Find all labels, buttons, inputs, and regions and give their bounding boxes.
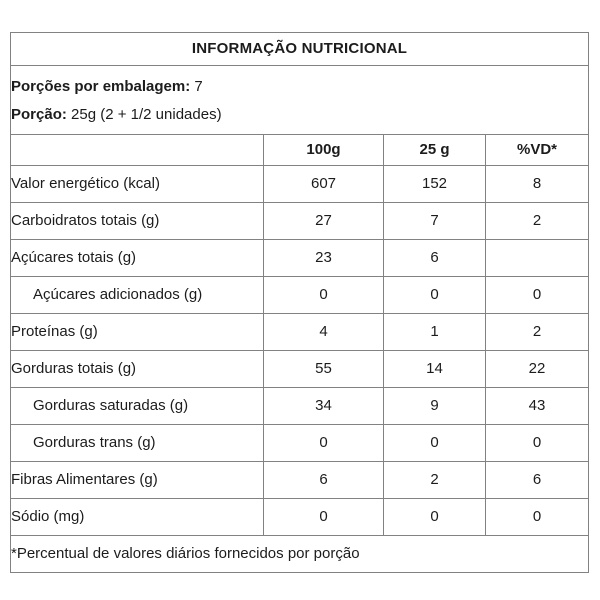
nutrient-value: 0 xyxy=(383,498,486,536)
nutrient-value: 2 xyxy=(484,202,590,240)
footnote: *Percentual de valores diários fornecido… xyxy=(9,535,590,573)
nutrient-value: 0 xyxy=(383,276,486,314)
nutrient-label: Carboidratos totais (g) xyxy=(10,202,264,240)
nutrient-value: 0 xyxy=(263,276,384,314)
portion-size-label: Porção: xyxy=(11,106,67,123)
table-row: Carboidratos totais (g) 27 7 2 xyxy=(10,202,590,240)
serving-info-cell: Porções por embalagem: 7 Porção: 25g (2 … xyxy=(9,65,590,135)
footnote-row: *Percentual de valores diários fornecido… xyxy=(9,535,590,573)
serving-info-row: Porções por embalagem: 7 Porção: 25g (2 … xyxy=(9,65,590,135)
nutrient-value: 2 xyxy=(484,313,590,351)
portion-size: Porção: 25g (2 + 1/2 unidades) xyxy=(11,106,588,124)
nutrient-value: 152 xyxy=(383,165,486,203)
table-title: INFORMAÇÃO NUTRICIONAL xyxy=(9,32,590,66)
column-header-25g: 25 g xyxy=(383,134,486,166)
table-row: Gorduras saturadas (g) 34 9 43 xyxy=(10,387,590,425)
nutrient-value: 1 xyxy=(383,313,486,351)
nutrient-value: 43 xyxy=(484,387,590,425)
nutrient-value: 0 xyxy=(263,498,384,536)
title-row: INFORMAÇÃO NUTRICIONAL xyxy=(9,32,590,66)
nutrient-label: Fibras Alimentares (g) xyxy=(10,461,264,499)
nutrient-value: 0 xyxy=(484,498,590,536)
nutrient-label: Valor energético (kcal) xyxy=(10,165,264,203)
servings-per-package: Porções por embalagem: 7 xyxy=(11,78,588,96)
nutrient-value: 2 xyxy=(383,461,486,499)
column-header-100g: 100g xyxy=(263,134,384,166)
nutrient-label: Sódio (mg) xyxy=(10,498,264,536)
nutrient-value: 6 xyxy=(383,239,486,277)
nutrient-label: Gorduras trans (g) xyxy=(10,424,264,462)
nutrient-value: 55 xyxy=(263,350,384,388)
table-row: Valor energético (kcal) 607 152 8 xyxy=(10,165,590,203)
nutrient-label: Açúcares adicionados (g) xyxy=(10,276,264,314)
nutrient-value: 14 xyxy=(383,350,486,388)
nutrient-value: 607 xyxy=(263,165,384,203)
nutrient-value: 27 xyxy=(263,202,384,240)
nutrient-label: Açúcares totais (g) xyxy=(10,239,264,277)
nutrition-facts-panel: INFORMAÇÃO NUTRICIONAL Porções por embal… xyxy=(9,32,590,573)
nutrient-value: 6 xyxy=(484,461,590,499)
nutrient-value: 6 xyxy=(263,461,384,499)
table-row: Açúcares adicionados (g) 0 0 0 xyxy=(10,276,590,314)
nutrition-table: INFORMAÇÃO NUTRICIONAL Porções por embal… xyxy=(9,32,590,573)
nutrient-value: 7 xyxy=(383,202,486,240)
nutrient-label: Gorduras totais (g) xyxy=(10,350,264,388)
column-header-empty xyxy=(10,134,264,166)
nutrient-label: Proteínas (g) xyxy=(10,313,264,351)
nutrient-value xyxy=(484,239,590,277)
nutrient-value: 23 xyxy=(263,239,384,277)
servings-per-package-value: 7 xyxy=(194,78,203,95)
nutrient-value: 4 xyxy=(263,313,384,351)
servings-per-package-label: Porções por embalagem: xyxy=(11,78,191,95)
nutrient-value: 0 xyxy=(484,424,590,462)
portion-size-value: 25g (2 + 1/2 unidades) xyxy=(71,106,222,123)
column-header-vd: %VD* xyxy=(484,134,590,166)
column-header-row: 100g 25 g %VD* xyxy=(10,134,590,166)
nutrient-rows: Valor energético (kcal) 607 152 8 Carboidrat… xyxy=(10,165,590,536)
table-row: Açúcares totais (g) 23 6 xyxy=(10,239,590,277)
nutrient-value: 34 xyxy=(263,387,384,425)
table-row: Proteínas (g) 4 1 2 xyxy=(10,313,590,351)
nutrient-value: 22 xyxy=(484,350,590,388)
table-row: Fibras Alimentares (g) 6 2 6 xyxy=(10,461,590,499)
nutrient-label: Gorduras saturadas (g) xyxy=(10,387,264,425)
nutrient-value: 9 xyxy=(383,387,486,425)
nutrient-value: 0 xyxy=(383,424,486,462)
nutrient-value: 0 xyxy=(263,424,384,462)
nutrient-value: 0 xyxy=(484,276,590,314)
table-row: Gorduras trans (g) 0 0 0 xyxy=(10,424,590,462)
table-row: Gorduras totais (g) 55 14 22 xyxy=(10,350,590,388)
table-row: Sódio (mg) 0 0 0 xyxy=(10,498,590,536)
nutrient-value: 8 xyxy=(484,165,590,203)
